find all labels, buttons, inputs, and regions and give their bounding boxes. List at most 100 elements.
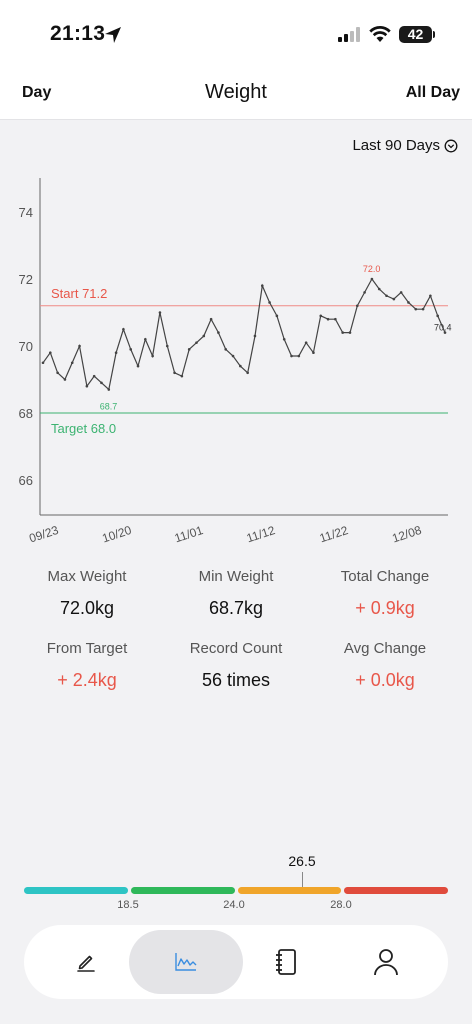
data-point [231, 354, 235, 358]
data-point [421, 307, 425, 311]
stat-value: + 2.4kg [57, 670, 117, 690]
data-point [268, 301, 271, 304]
data-point [275, 314, 279, 318]
target-label: Target 68.0 [51, 421, 116, 436]
stat-label: Avg Change [343, 640, 427, 657]
data-point [151, 354, 154, 358]
battery-icon: 42 [399, 26, 432, 43]
tab-bar [24, 925, 448, 999]
data-point [180, 374, 184, 378]
data-point [63, 378, 67, 381]
data-point [370, 277, 374, 281]
tab-profile[interactable] [329, 930, 443, 994]
data-point [392, 297, 396, 301]
person-icon [374, 949, 398, 976]
y-tick-label: 70 [19, 339, 33, 354]
tab-journal[interactable] [229, 930, 343, 994]
y-tick-label: 66 [19, 473, 33, 488]
x-tick-label: 12/08 [390, 523, 423, 546]
tab-chart[interactable] [129, 930, 243, 994]
data-point [282, 338, 286, 341]
chart-icon [175, 953, 197, 971]
data-point [399, 291, 403, 294]
data-point [122, 327, 125, 331]
wifi-icon [369, 26, 391, 42]
stat-label: Record Count [189, 640, 283, 657]
bmi-tick: 18.5 [117, 899, 139, 911]
x-tick-label: 10/20 [100, 523, 133, 546]
stat-value: + 0.9kg [355, 598, 415, 618]
data-point [385, 294, 388, 298]
notebook-icon [276, 949, 296, 975]
data-point [129, 348, 133, 351]
all-day-button[interactable]: All Day [405, 84, 460, 101]
bmi-tick: 24.0 [223, 899, 245, 911]
x-tick-label: 09/23 [27, 523, 60, 546]
data-point [246, 371, 249, 375]
data-point [429, 294, 432, 298]
data-point [377, 287, 381, 291]
bmi-segment-obese [344, 887, 448, 894]
data-point [443, 331, 447, 334]
stat-value: 68.7kg [208, 598, 264, 618]
last-annotation: 70.4 [434, 323, 452, 333]
data-point [144, 338, 147, 341]
x-tick-label: 11/22 [318, 523, 350, 545]
data-point [224, 348, 228, 351]
data-point [187, 348, 191, 351]
bmi-segment-normal [131, 887, 235, 894]
data-point [114, 351, 118, 354]
data-point [158, 311, 162, 314]
data-point [136, 364, 140, 368]
data-point [355, 304, 359, 308]
data-point [297, 354, 301, 358]
data-point [326, 317, 330, 321]
stat-record-count: Record Count 56 times [161, 640, 311, 691]
cellular-signal-icon [338, 27, 360, 42]
y-tick-label: 68 [19, 406, 33, 421]
data-point [407, 301, 410, 304]
data-point [202, 334, 206, 338]
range-dropdown[interactable]: Last 90 Days [352, 137, 458, 154]
x-tick-label: 11/12 [245, 523, 277, 545]
data-point [195, 341, 198, 344]
data-point [348, 331, 352, 334]
stat-avg-change: Avg Change + 0.0kg [310, 640, 460, 691]
data-point [173, 371, 176, 375]
data-point [436, 314, 439, 318]
range-label: Last 90 Days [352, 137, 440, 154]
chevron-down-circle-icon [444, 139, 458, 152]
data-point [85, 384, 89, 388]
pencil-icon [77, 955, 95, 972]
data-point [49, 351, 52, 354]
day-button[interactable]: Day [22, 84, 52, 101]
min-annotation: 68.7 [100, 402, 118, 412]
status-time: 21:13 [50, 22, 106, 45]
data-point [363, 291, 366, 294]
stat-value: 56 times [201, 670, 271, 690]
max-annotation: 72.0 [363, 264, 381, 274]
location-arrow-icon [105, 27, 121, 43]
data-point [217, 331, 220, 334]
data-point [209, 317, 213, 321]
nav-bar: Day Weight All Day [0, 70, 472, 120]
tab-record[interactable] [29, 930, 143, 994]
stat-max-weight: Max Weight 72.0kg [12, 568, 162, 619]
data-point [107, 388, 111, 391]
stat-label: Min Weight [198, 568, 274, 585]
data-point [41, 361, 45, 365]
bmi-segment-overweight [238, 887, 341, 894]
series-line [42, 277, 446, 391]
data-point [253, 334, 257, 338]
data-point [92, 374, 96, 378]
data-point [304, 341, 308, 344]
y-tick-label: 72 [19, 272, 33, 287]
y-tick-label: 74 [19, 205, 33, 220]
stat-label: Total Change [340, 568, 430, 585]
start-label: Start 71.2 [51, 286, 107, 301]
status-bar: 21:13 42 [0, 0, 472, 70]
bmi-segment-underweight [24, 887, 128, 894]
stat-total-change: Total Change + 0.9kg [310, 568, 460, 619]
stat-value: + 0.0kg [355, 670, 415, 690]
stat-label: From Target [46, 640, 128, 657]
